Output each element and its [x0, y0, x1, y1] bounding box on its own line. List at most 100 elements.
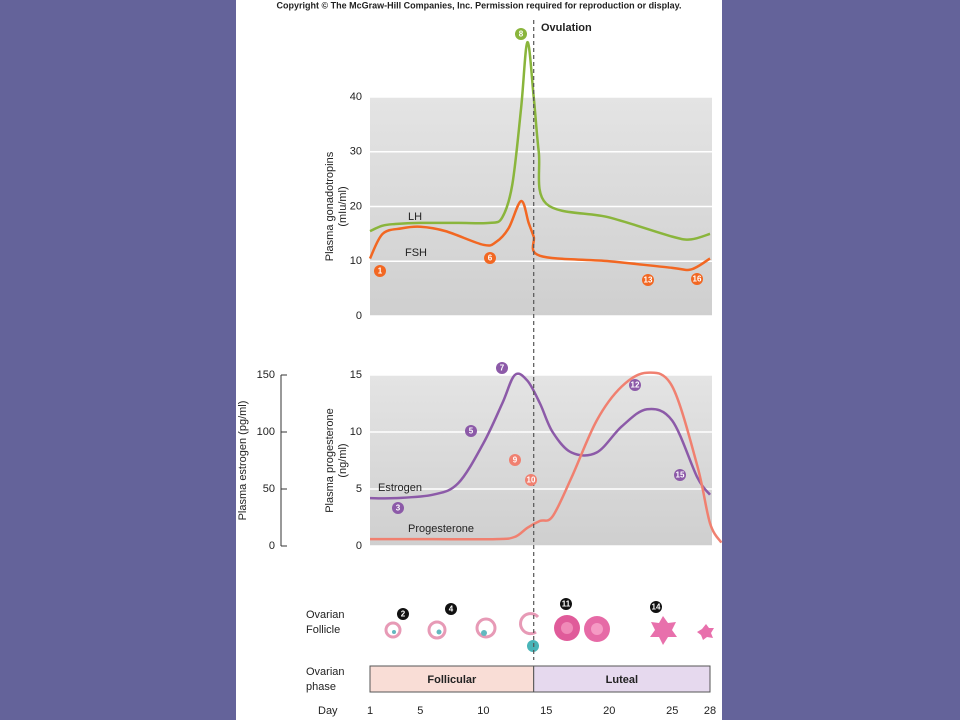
step-marker-circle [691, 273, 703, 285]
step-marker-circle [465, 425, 477, 437]
series-label: Progesterone [408, 523, 474, 535]
line-0 [369, 40, 711, 241]
step-marker-label: 6 [488, 254, 493, 263]
step-marker: 10 [525, 474, 537, 486]
step-marker-circle [392, 502, 404, 514]
y2-axis-label: Plasma estrogen (pg/ml) [237, 401, 249, 521]
y-tick-label: 10 [350, 426, 362, 438]
y-tick-label: 10 [350, 255, 362, 267]
step-marker: 6 [484, 252, 496, 264]
line-1 [370, 371, 723, 544]
step-marker-circle [642, 274, 654, 286]
step-marker-label: 12 [631, 381, 640, 390]
phase-label: Ovarian [306, 666, 345, 678]
step-marker-circle [484, 252, 496, 264]
y-tick-label: 0 [356, 540, 362, 552]
step-marker: 11 [560, 598, 572, 610]
step-marker: 14 [650, 601, 662, 613]
phase-bar [533, 665, 711, 693]
x-tick-label: 20 [603, 705, 615, 717]
follicle-icon [697, 624, 714, 640]
step-marker: 9 [509, 454, 521, 466]
step-marker: 15 [674, 469, 686, 481]
step-marker-label: 15 [676, 471, 685, 480]
step-marker: 13 [642, 274, 654, 286]
follicle-label: Ovarian [306, 609, 345, 621]
y-axis-label: Plasma gonadotropins [324, 151, 336, 261]
follicle-icon [481, 630, 487, 636]
x-tick-label: 28 [704, 705, 716, 717]
y2-tick-label: 0 [269, 540, 275, 552]
follicle-icon [519, 612, 540, 636]
line-1 [368, 199, 711, 272]
phase-label: phase [306, 681, 336, 693]
follicle-label: Follicle [306, 624, 340, 636]
ovum [527, 640, 539, 652]
y-tick-label: 5 [356, 483, 362, 495]
x-tick-label: 15 [540, 705, 552, 717]
follicle-icon [427, 620, 447, 640]
step-marker-label: 16 [693, 275, 702, 284]
step-marker-label: 14 [652, 603, 661, 612]
copyright: Copyright © The McGraw-Hill Companies, I… [276, 0, 681, 10]
step-marker: 5 [465, 425, 477, 437]
phase-name: Luteal [606, 674, 638, 686]
series-label: FSH [405, 247, 427, 259]
step-marker-circle [674, 469, 686, 481]
x-tick-label: 5 [417, 705, 423, 717]
step-marker-label: 1 [378, 267, 383, 276]
x-tick-label: 10 [477, 705, 489, 717]
y2-tick-label: 50 [263, 483, 275, 495]
step-marker: 8 [515, 28, 527, 40]
series-label: LH [408, 211, 422, 223]
step-marker-circle [397, 608, 409, 620]
step-marker-circle [525, 474, 537, 486]
step-marker-circle [515, 28, 527, 40]
line-0 [369, 372, 712, 500]
step-marker: 2 [397, 608, 409, 620]
follicle-icon [591, 623, 603, 635]
step-marker-circle [496, 362, 508, 374]
step-marker-label: 10 [527, 476, 536, 485]
follicle-icons [384, 612, 714, 652]
step-marker-circle [629, 379, 641, 391]
step-marker: 3 [392, 502, 404, 514]
y-tick-label: 30 [350, 146, 362, 158]
step-marker-circle [560, 598, 572, 610]
step-marker-circle [650, 601, 662, 613]
follicle-icon [436, 629, 442, 635]
follicle-icon [392, 630, 396, 634]
y-axis-label: (ng/ml) [337, 443, 349, 477]
step-marker-label: 9 [513, 456, 518, 465]
follicle-icon [650, 616, 677, 645]
y-axis-label: (mIu/ml) [337, 186, 349, 226]
y-tick-label: 15 [350, 369, 362, 381]
y-axis-label: Plasma progesterone [324, 408, 336, 513]
y-tick-label: 40 [350, 91, 362, 103]
follicle-icon [384, 621, 402, 639]
y2-tick-label: 150 [257, 369, 275, 381]
step-marker-circle [445, 603, 457, 615]
step-marker-circle [509, 454, 521, 466]
step-marker: 1 [374, 265, 386, 277]
x-tick-label: 1 [367, 705, 373, 717]
step-marker: 12 [629, 379, 641, 391]
step-marker-label: 2 [401, 610, 406, 619]
step-marker: 7 [496, 362, 508, 374]
step-marker-label: 8 [519, 30, 524, 39]
step-marker-label: 7 [500, 364, 505, 373]
y-tick-label: 0 [356, 310, 362, 322]
ovulation-label: Ovulation [541, 22, 592, 34]
phase-bar [369, 665, 535, 693]
follicle-icon [561, 622, 573, 634]
step-marker-label: 3 [396, 504, 401, 513]
y2-tick-label: 100 [257, 426, 275, 438]
step-marker-circle [374, 265, 386, 277]
step-marker: 4 [445, 603, 457, 615]
x-axis-label: Day [318, 705, 338, 717]
step-marker-label: 11 [562, 600, 571, 609]
step-marker-label: 5 [469, 427, 474, 436]
y-tick-label: 20 [350, 200, 362, 212]
phase-name: Follicular [427, 674, 477, 686]
